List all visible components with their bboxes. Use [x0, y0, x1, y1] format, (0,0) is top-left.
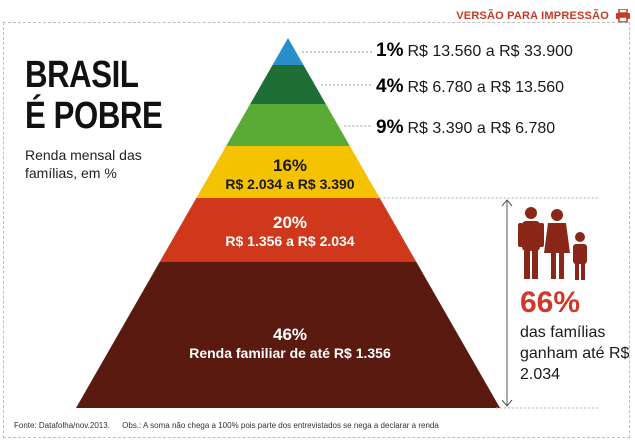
pyramid-tier-3	[226, 104, 350, 146]
tier-label-5: 20% R$ 1.356 a R$ 2.034	[0, 213, 580, 249]
print-version-link[interactable]: VERSÃO PARA IMPRESSÃO	[456, 6, 631, 26]
title-line-1: BRASIL	[25, 54, 139, 96]
tier-pct-5: 20%	[272, 213, 308, 232]
tier-pct-3: 9%	[376, 117, 404, 138]
footer-note: Obs.: A soma não chega a 100% pois parte…	[122, 421, 439, 430]
pyramid-tier-4	[196, 146, 380, 198]
tier-label-4: 16% R$ 2.034 a R$ 3.390	[0, 156, 580, 192]
range-bracket-arrow	[501, 199, 513, 407]
tier-pct-1: 1%	[376, 40, 404, 61]
page-title: BRASIL É POBRE	[25, 54, 163, 137]
pyramid-tier-1	[272, 38, 304, 65]
tier-pct-4: 16%	[272, 156, 308, 175]
footer: Fonte: Datafolha/nov.2013. Obs.: A soma …	[14, 421, 439, 430]
tier-pct-6: 46%	[272, 325, 308, 344]
tier-pct-2: 4%	[376, 76, 404, 97]
highlight-percentage: 66%	[520, 286, 581, 319]
printer-icon	[616, 9, 630, 23]
pyramid-tier-5	[159, 198, 417, 262]
tier-range-4: R$ 2.034 a R$ 3.390	[225, 176, 355, 192]
tier-range-2: R$ 6.780 a R$ 13.560	[407, 79, 565, 96]
highlight-text: das famílias ganham até R$ 2.034	[520, 324, 630, 383]
pyramid-tier-2	[250, 65, 326, 104]
tier-label-2: 4% R$ 6.780 a R$ 13.560	[376, 76, 564, 98]
chart-subtitle: Renda mensal das famílias, em %	[25, 147, 142, 181]
tier-label-6: 46% Renda familiar de até R$ 1.356	[0, 325, 580, 361]
tier-range-5: R$ 1.356 a R$ 2.034	[225, 233, 355, 249]
pyramid-tier-6	[76, 262, 500, 408]
footer-source: Fonte: Datafolha/nov.2013.	[14, 421, 110, 430]
infographic-frame	[3, 22, 630, 438]
title-line-2: É POBRE	[25, 95, 163, 137]
family-icon	[518, 207, 587, 280]
tier-range-1: R$ 13.560 a R$ 33.900	[407, 43, 573, 60]
tier-label-3: 9% R$ 3.390 a R$ 6.780	[376, 117, 555, 139]
tier-range-6: Renda familiar de até R$ 1.356	[189, 345, 391, 361]
tier-range-3: R$ 3.390 a R$ 6.780	[407, 120, 556, 137]
tier-label-1: 1% R$ 13.560 a R$ 33.900	[376, 40, 573, 62]
print-version-label: VERSÃO PARA IMPRESSÃO	[456, 10, 609, 22]
